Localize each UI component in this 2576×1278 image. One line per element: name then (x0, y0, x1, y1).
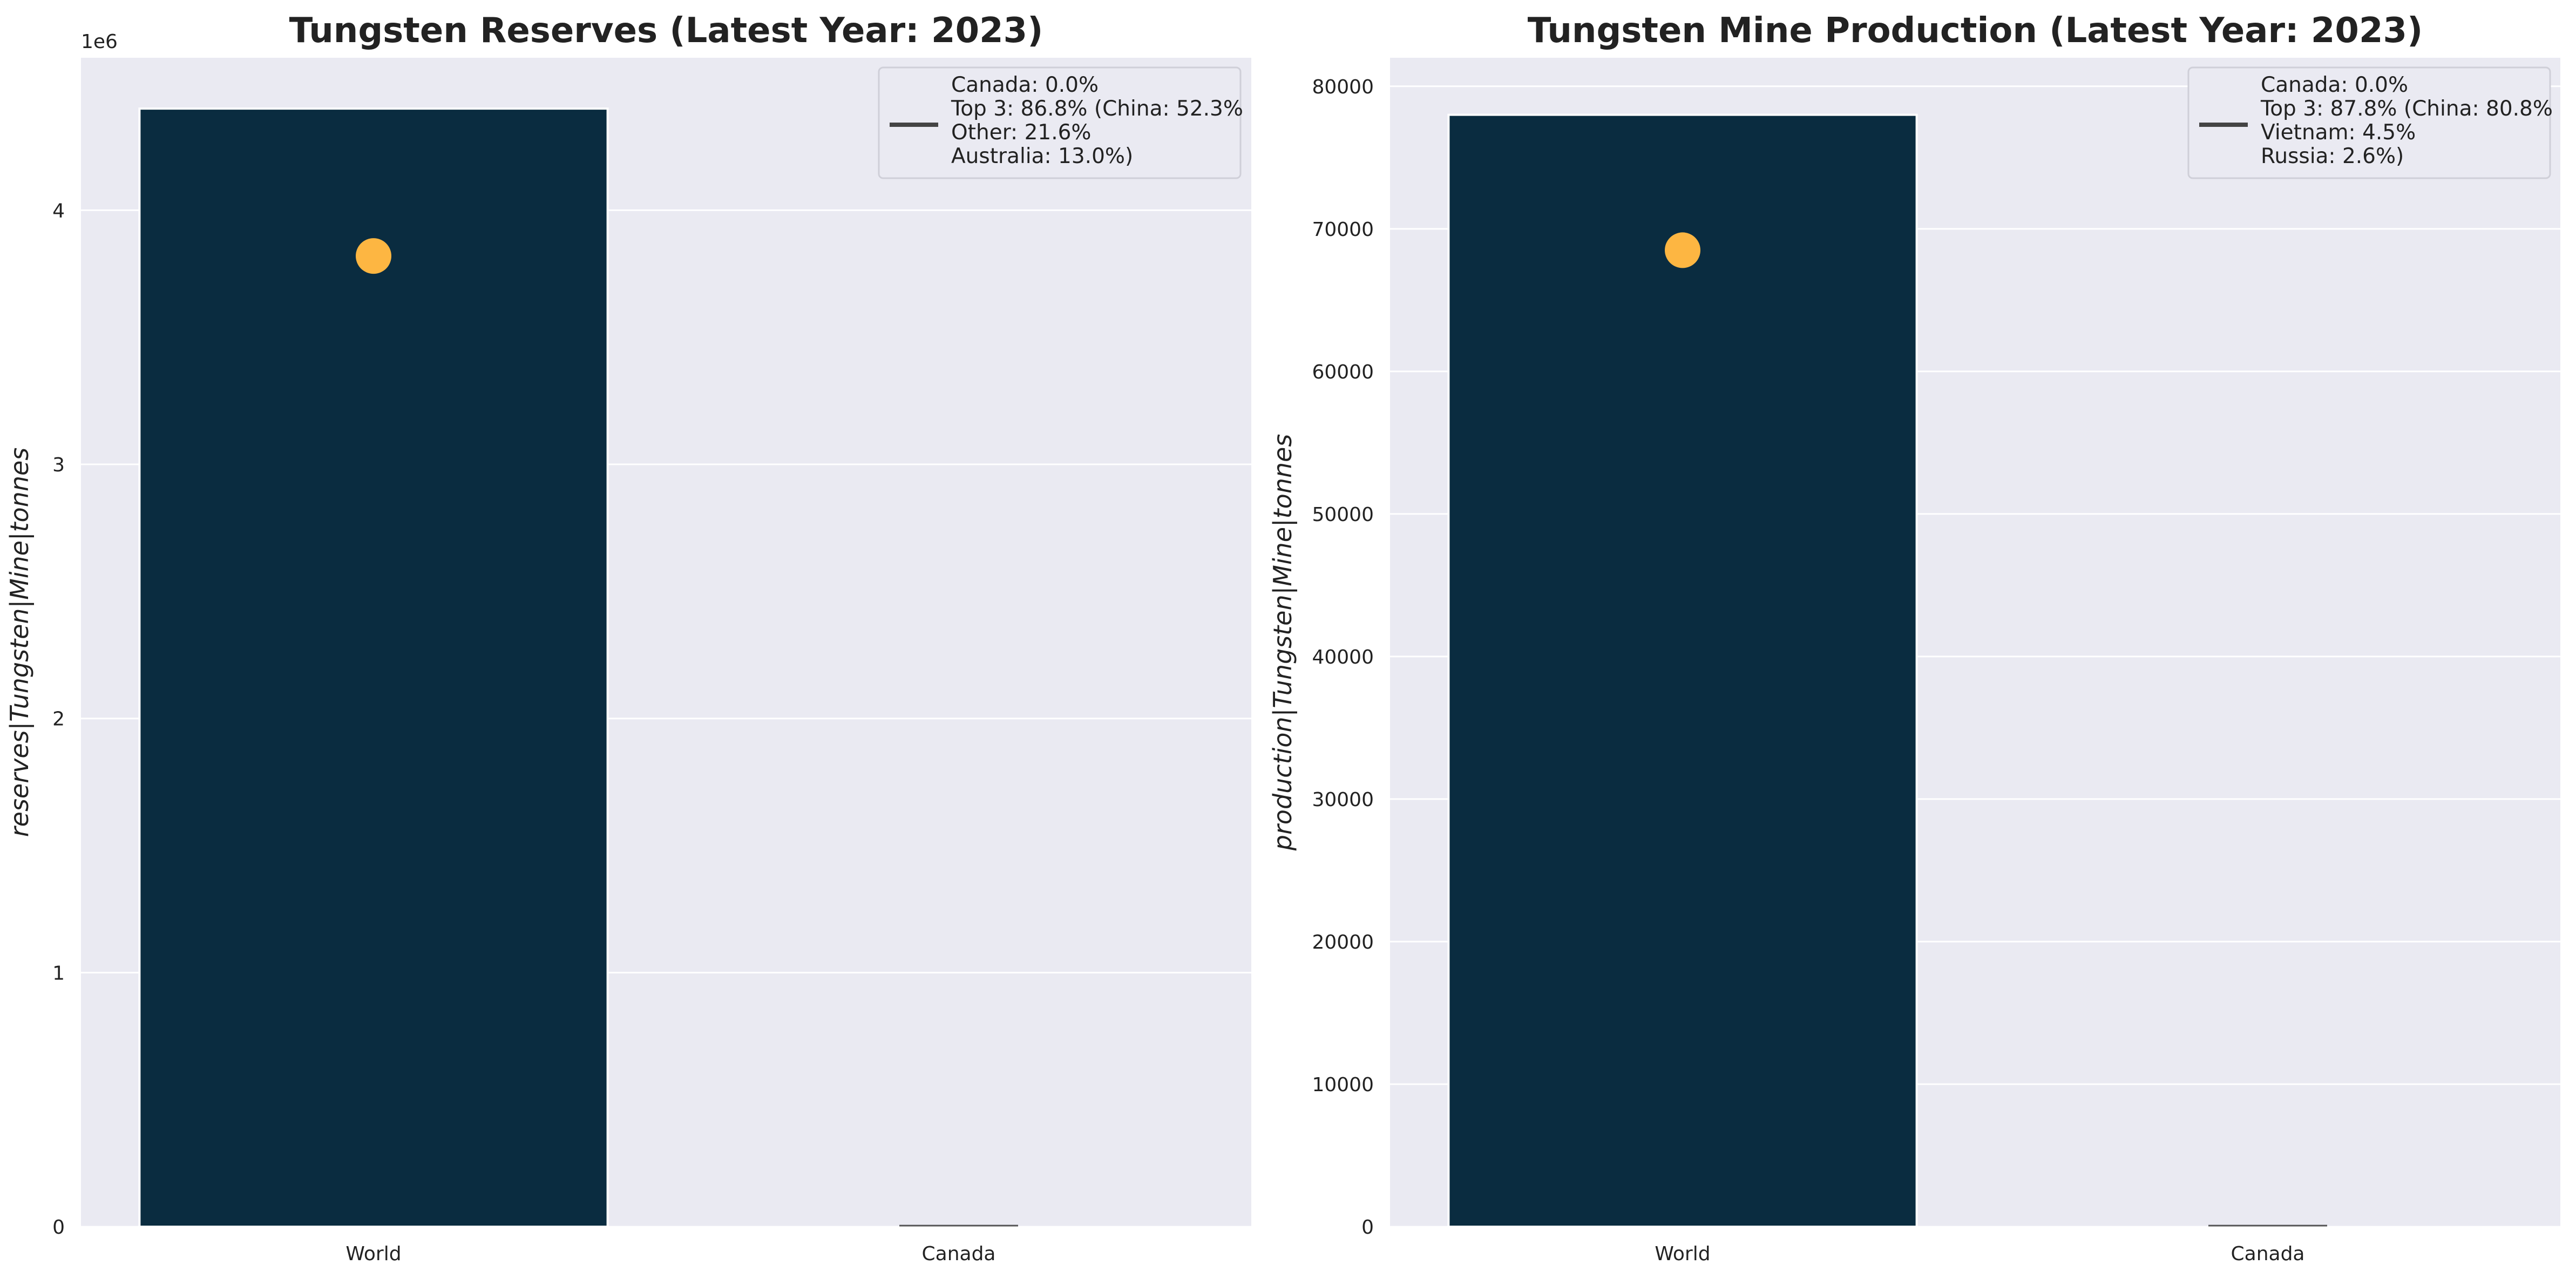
x-tick-label: World (1655, 1243, 1710, 1265)
legend-entry: Top 3: 86.8% (China: 52.3% (951, 97, 1243, 121)
bar-world (1447, 113, 1918, 1228)
y-tick-label: 20000 (1312, 931, 1374, 954)
bar-world (138, 107, 609, 1228)
y-tick-label: 60000 (1312, 361, 1374, 383)
y-tick-label: 30000 (1312, 789, 1374, 811)
y-axis-label: reserves|Tungsten|Mine|tonnes (5, 448, 35, 837)
y-tick-label: 80000 (1312, 76, 1374, 98)
legend-entry: Vietnam: 4.5% (2261, 120, 2416, 145)
legend-box (878, 66, 1242, 179)
x-tick-label: World (345, 1243, 401, 1265)
chart-title: Tungsten Reserves (Latest Year: 2023) (289, 11, 1043, 51)
x-tick-label: Canada (922, 1243, 996, 1265)
y-axis-label: production|Tungsten|Mine|tonnes (1268, 434, 1298, 851)
chart-title: Tungsten Mine Production (Latest Year: 2… (1528, 11, 2423, 51)
y-tick-label: 3 (52, 454, 65, 476)
marker-dot (1665, 232, 1700, 268)
y-tick-label: 50000 (1312, 504, 1374, 526)
legend-entry: Other: 21.6% (951, 120, 1091, 145)
x-tick-label: Canada (2231, 1243, 2305, 1265)
y-tick-label: 0 (52, 1216, 65, 1239)
y-tick-label: 10000 (1312, 1074, 1374, 1096)
legend-entry: Canada: 0.0% (2261, 73, 2408, 97)
legend: Canada: 0.0%Top 3: 86.8% (China: 52.3%Ot… (878, 66, 1243, 179)
y-tick-label: 1 (52, 962, 65, 984)
legend-entry: Russia: 2.6%) (2261, 144, 2404, 168)
y-tick-label: 40000 (1312, 646, 1374, 668)
legend-entry: Top 3: 87.8% (China: 80.8% (2260, 97, 2553, 121)
chart-panel-2: 0 10000 20000 30000 40000 50000 60000 70000 8000… (1268, 11, 2560, 1265)
chart-panel-1: 0 1 2 3 4 1e6 World Canada Tungsten Reserves (La… (5, 11, 1251, 1265)
y-tick-label: 4 (52, 200, 65, 222)
legend-box (2187, 66, 2551, 179)
y-tick-label: 70000 (1312, 219, 1374, 241)
legend: Canada: 0.0%Top 3: 87.8% (China: 80.8%Vi… (2187, 66, 2553, 179)
marker-dot (356, 238, 391, 274)
legend-entry: Australia: 13.0%) (951, 144, 1133, 168)
legend-entry: Canada: 0.0% (951, 73, 1099, 97)
y-offset-label: 1e6 (81, 31, 118, 53)
y-tick-label: 0 (1361, 1216, 1374, 1239)
y-tick-label: 2 (52, 708, 65, 731)
